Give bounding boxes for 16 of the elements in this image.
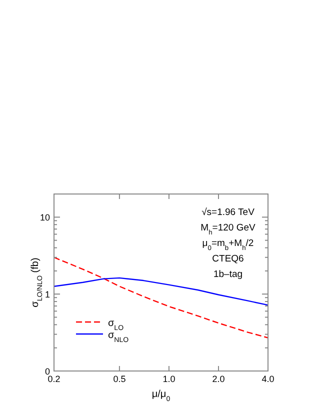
- x-tick-label: 4.0: [262, 374, 274, 384]
- annotation: CTEQ6: [212, 254, 244, 264]
- x-axis-title: μ/μ$_{0}$: [152, 389, 170, 402]
- annotation: M$_{h}$=120 GeV: [200, 222, 256, 236]
- y-tick-label: 0: [44, 366, 50, 376]
- annotation: μ$_{0}$=m$_{b}$+M$_{h}$/2: [202, 238, 254, 252]
- annotation: 1b–tag: [213, 269, 243, 280]
- x-tick-label: 0.5: [113, 374, 126, 384]
- x-tick-label: 2.0: [212, 374, 225, 384]
- y-tick-label: 10: [40, 212, 50, 223]
- annotation: √s=1.96 TeV: [202, 207, 256, 218]
- legend-label: σ$_{LO}$: [108, 318, 124, 332]
- x-tick-label: 1.0: [162, 374, 176, 384]
- legend-label: σ$_{NLO}$: [108, 330, 130, 344]
- x-tick-label: 0.2: [48, 374, 60, 384]
- y-tick-label: 1: [44, 290, 50, 300]
